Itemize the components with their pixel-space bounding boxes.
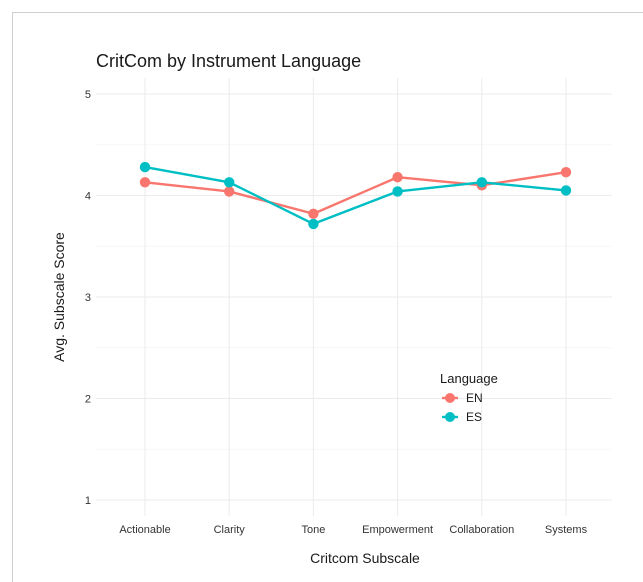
chart-title: CritCom by Instrument Language — [96, 51, 361, 71]
data-point-en — [308, 208, 319, 219]
x-axis-title: Critcom Subscale — [310, 550, 420, 566]
y-axis-ticks: 1 2 3 4 5 — [85, 89, 91, 507]
data-point-en — [560, 166, 572, 178]
x-tick-label: Tone — [301, 524, 325, 536]
data-point-es — [560, 185, 572, 196]
data-point-es — [224, 177, 235, 188]
legend: Language EN ES — [440, 371, 498, 424]
y-tick-label: 4 — [85, 191, 91, 203]
x-tick-label: Clarity — [214, 524, 246, 536]
x-axis-ticks: Actionable Clarity Tone Empowerment Collabor… — [119, 524, 587, 536]
y-tick-label: 2 — [85, 394, 91, 406]
data-point-en — [392, 172, 403, 183]
data-point-es — [476, 177, 487, 188]
x-tick-label: Empowerment — [362, 524, 433, 536]
legend-label: ES — [466, 410, 482, 424]
data-point-es — [139, 161, 151, 173]
chart: CritCom by Instrument Language 1 2 3 4 5 Act… — [51, 51, 612, 566]
grid — [96, 78, 612, 516]
data-point-en — [224, 186, 235, 197]
x-tick-label: Collaboration — [449, 524, 514, 536]
series-layer — [139, 161, 572, 230]
legend-key-point — [445, 412, 455, 422]
x-tick-label: Actionable — [119, 524, 170, 536]
data-point-en — [139, 177, 151, 188]
legend-key-point — [445, 393, 455, 403]
legend-label: EN — [466, 391, 483, 405]
series-line-es — [144, 165, 567, 226]
x-tick-label: Systems — [545, 524, 588, 536]
data-point-es — [392, 186, 403, 197]
y-axis-title: Avg. Subscale Score — [51, 232, 67, 362]
legend-title: Language — [440, 371, 498, 386]
y-tick-label: 1 — [85, 495, 91, 507]
data-point-es — [308, 218, 319, 230]
y-tick-label: 5 — [85, 89, 91, 101]
y-tick-label: 3 — [85, 292, 91, 304]
